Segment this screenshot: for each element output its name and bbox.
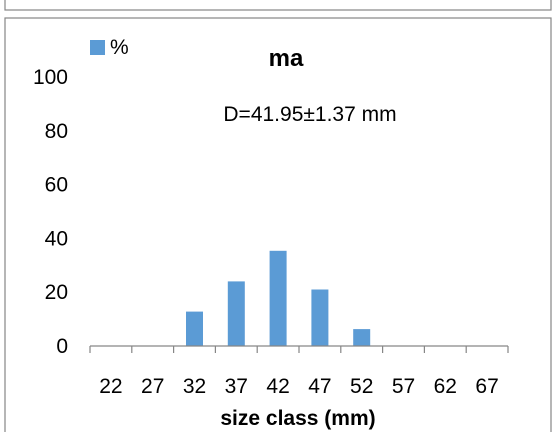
chart-frame xyxy=(4,17,552,432)
bar-47 xyxy=(311,289,329,346)
x-tick-label: 27 xyxy=(141,375,164,398)
y-tick-label: 60 xyxy=(45,174,68,197)
x-tick-label: 62 xyxy=(434,375,457,398)
x-axis-label: size class (mm) xyxy=(220,407,375,430)
bar-42 xyxy=(269,250,287,346)
y-axis-ticks: 0 20 40 60 80 100 xyxy=(33,66,68,358)
legend-label: % xyxy=(110,36,129,59)
y-tick-label: 80 xyxy=(45,120,68,143)
bar-32 xyxy=(186,311,203,346)
chart-annotation: D=41.95±1.37 mm xyxy=(223,103,396,126)
x-tick-label: 37 xyxy=(225,375,248,398)
legend: % xyxy=(90,36,129,59)
x-tick-label: 47 xyxy=(308,375,331,398)
x-tick-label: 42 xyxy=(266,375,289,398)
x-axis-tick-labels: 22 27 32 37 42 47 52 57 62 67 xyxy=(99,375,499,398)
bars xyxy=(186,250,371,346)
y-tick-label: 0 xyxy=(56,335,68,358)
chart-title: ma xyxy=(269,45,304,72)
y-tick-label: 100 xyxy=(33,66,68,89)
x-tick-label: 32 xyxy=(183,375,206,398)
y-tick-label: 40 xyxy=(45,227,68,250)
x-axis xyxy=(89,345,509,353)
legend-swatch xyxy=(90,40,105,55)
x-tick-label: 67 xyxy=(475,375,498,398)
bar-37 xyxy=(227,281,245,346)
bar-52 xyxy=(353,329,371,346)
previous-chart-frame xyxy=(4,0,552,11)
x-tick-label: 22 xyxy=(99,375,122,398)
x-tick-label: 57 xyxy=(392,375,415,398)
x-tick-label: 52 xyxy=(350,375,373,398)
y-tick-label: 20 xyxy=(45,281,68,304)
